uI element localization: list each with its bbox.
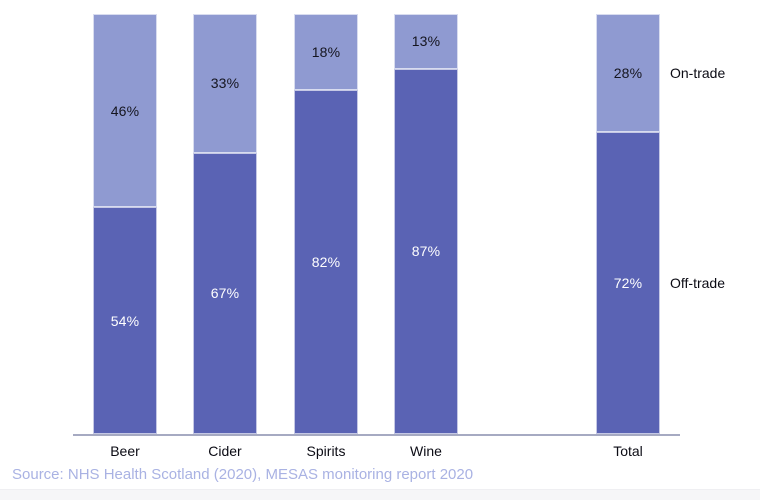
bar-segment-off-trade: 87% xyxy=(394,68,458,434)
segment-value-label: 87% xyxy=(411,243,441,260)
category-label-total: Total xyxy=(613,443,643,459)
category-label-cider: Cider xyxy=(208,443,242,459)
segment-value-label: 18% xyxy=(311,43,341,60)
bar-segment-off-trade: 67% xyxy=(193,152,257,434)
segment-value-label: 46% xyxy=(110,102,140,119)
bar-segment-off-trade: 72% xyxy=(596,131,660,434)
segment-value-label: 67% xyxy=(210,285,240,302)
category-label-wine: Wine xyxy=(410,443,442,459)
segment-value-label: 33% xyxy=(210,75,240,92)
segment-value-label: 28% xyxy=(613,64,643,81)
bar-segment-on-trade: 33% xyxy=(193,14,257,153)
bar-group-spirits: 18% 82% xyxy=(294,14,358,434)
source-caption: Source: NHS Health Scotland (2020), MESA… xyxy=(12,466,474,483)
segment-value-label: 82% xyxy=(311,253,341,270)
bar-group-cider: 33% 67% xyxy=(193,14,257,434)
bar-segment-on-trade: 28% xyxy=(596,14,660,132)
bar-group-total: 28% 72% xyxy=(596,14,660,434)
bar-segment-on-trade: 18% xyxy=(294,14,358,90)
bar-segment-on-trade: 13% xyxy=(394,14,458,69)
legend-label-on-trade: On-trade xyxy=(670,64,726,81)
bar-segment-on-trade: 46% xyxy=(93,14,157,208)
x-axis-line xyxy=(73,434,680,436)
category-label-beer: Beer xyxy=(110,443,140,459)
segment-value-label: 72% xyxy=(613,274,643,291)
bottom-edge-strip xyxy=(0,489,760,500)
bar-group-beer: 46% 54% xyxy=(93,14,157,434)
category-label-spirits: Spirits xyxy=(306,443,346,459)
legend-label-off-trade: Off-trade xyxy=(670,274,725,291)
bar-segment-off-trade: 82% xyxy=(294,89,358,434)
bar-group-wine: 13% 87% xyxy=(394,14,458,434)
segment-value-label: 13% xyxy=(411,33,441,50)
bar-segment-off-trade: 54% xyxy=(93,207,157,434)
segment-value-label: 54% xyxy=(110,312,140,329)
